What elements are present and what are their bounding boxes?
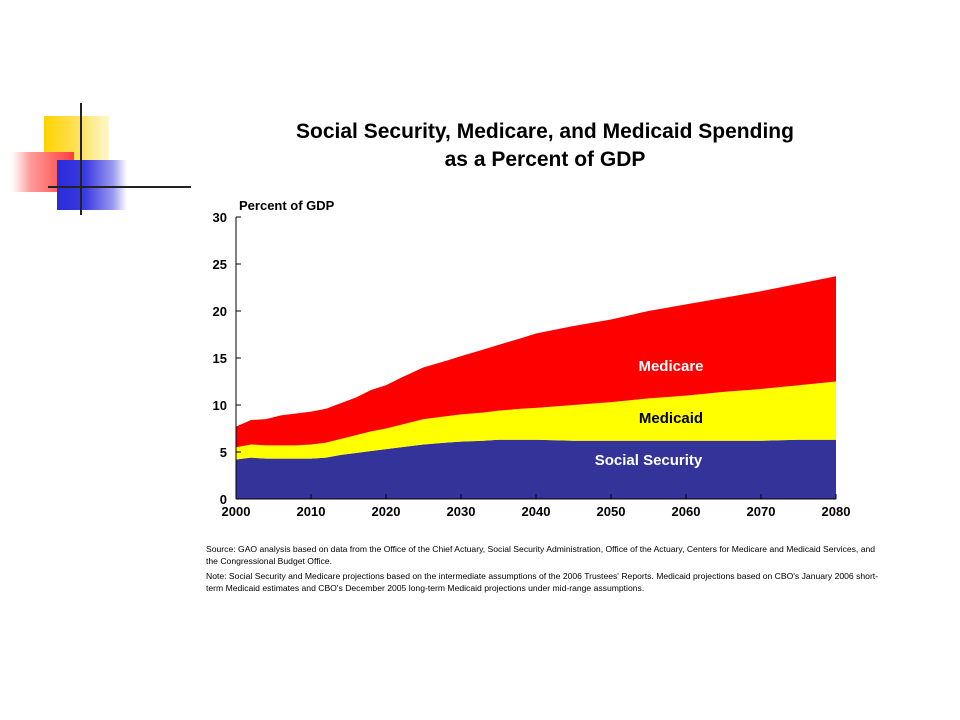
x-tick-label: 2030 — [447, 504, 476, 519]
chart-title-block: Social Security, Medicare, and Medicaid … — [200, 118, 890, 174]
x-tick-label: 2070 — [747, 504, 776, 519]
method-note: Note: Social Security and Medicare proje… — [206, 571, 879, 593]
area-label-medicaid: Medicaid — [639, 410, 703, 427]
area-label-social-security: Social Security — [595, 452, 703, 469]
chart-title: Social Security, Medicare, and Medicaid … — [296, 120, 794, 143]
y-tick-label: 15 — [213, 351, 227, 366]
x-tick-label: 2080 — [822, 504, 851, 519]
y-tick-label: 5 — [220, 445, 227, 460]
chart-subtitle: as a Percent of GDP — [444, 148, 646, 171]
area-label-medicare: Medicare — [638, 358, 703, 375]
decor-blue-square — [57, 160, 127, 210]
source-note: Source: GAO analysis based on data from … — [206, 544, 876, 566]
slide-decoration — [0, 0, 200, 220]
area-medicare — [236, 276, 836, 448]
x-tick-label: 2020 — [372, 504, 401, 519]
x-tick-label: 2010 — [297, 504, 326, 519]
y-tick-label: 0 — [220, 492, 227, 507]
x-tick-label: 2000 — [222, 504, 251, 519]
area-medicaid — [236, 381, 836, 460]
decor-horizontal-line — [48, 186, 191, 188]
chart-notes: Source: GAO analysis based on data from … — [206, 544, 886, 598]
y-tick-label: 25 — [213, 257, 227, 272]
y-tick-label: 20 — [213, 304, 227, 319]
y-tick-label: 10 — [213, 398, 227, 413]
x-tick-label: 2050 — [597, 504, 626, 519]
x-tick-label: 2040 — [522, 504, 551, 519]
y-tick-label: 30 — [213, 210, 227, 225]
stacked-area-chart: 0 5 10 15 20 25 30 2000 2010 2020 2030 2040 2050 2060… — [213, 198, 851, 519]
decor-vertical-line — [80, 103, 82, 215]
x-tick-label: 2060 — [672, 504, 701, 519]
area-social-security — [236, 439, 836, 499]
y-axis-label: Percent of GDP — [239, 198, 335, 213]
